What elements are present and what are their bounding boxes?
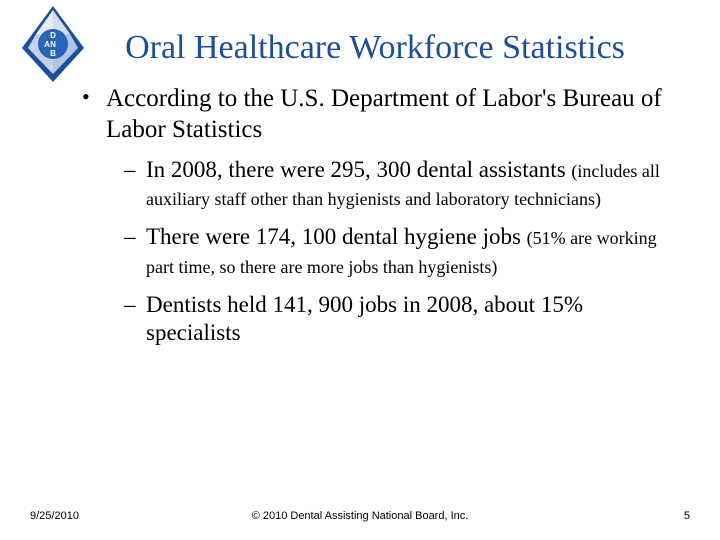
footer-page-number: 5	[684, 510, 690, 522]
bullet-lvl2: There were 174, 100 dental hygiene jobs …	[124, 223, 664, 281]
bullet-lvl2: In 2008, there were 295, 300 dental assi…	[124, 156, 664, 214]
bullet-lvl2-main: There were 174, 100 dental hygiene jobs	[146, 224, 527, 249]
bullet-lvl1: According to the U.S. Department of Labo…	[78, 83, 664, 348]
slide-body: According to the U.S. Department of Labo…	[0, 67, 720, 348]
bullet-lvl2: Dentists held 141, 900 jobs in 2008, abo…	[124, 291, 664, 349]
svg-text:N: N	[50, 40, 56, 49]
footer-copyright: © 2010 Dental Assisting National Board, …	[0, 510, 720, 522]
bullet-lvl1-text: According to the U.S. Department of Labo…	[106, 85, 662, 143]
svg-text:D: D	[50, 31, 56, 40]
danb-logo: D A N B	[18, 4, 88, 84]
svg-text:B: B	[50, 49, 56, 58]
bullet-lvl2-main: In 2008, there were 295, 300 dental assi…	[146, 157, 566, 182]
bullet-lvl2-main: Dentists held 141, 900 jobs in 2008, abo…	[146, 292, 583, 346]
slide-title: Oral Healthcare Workforce Statistics	[0, 0, 720, 67]
